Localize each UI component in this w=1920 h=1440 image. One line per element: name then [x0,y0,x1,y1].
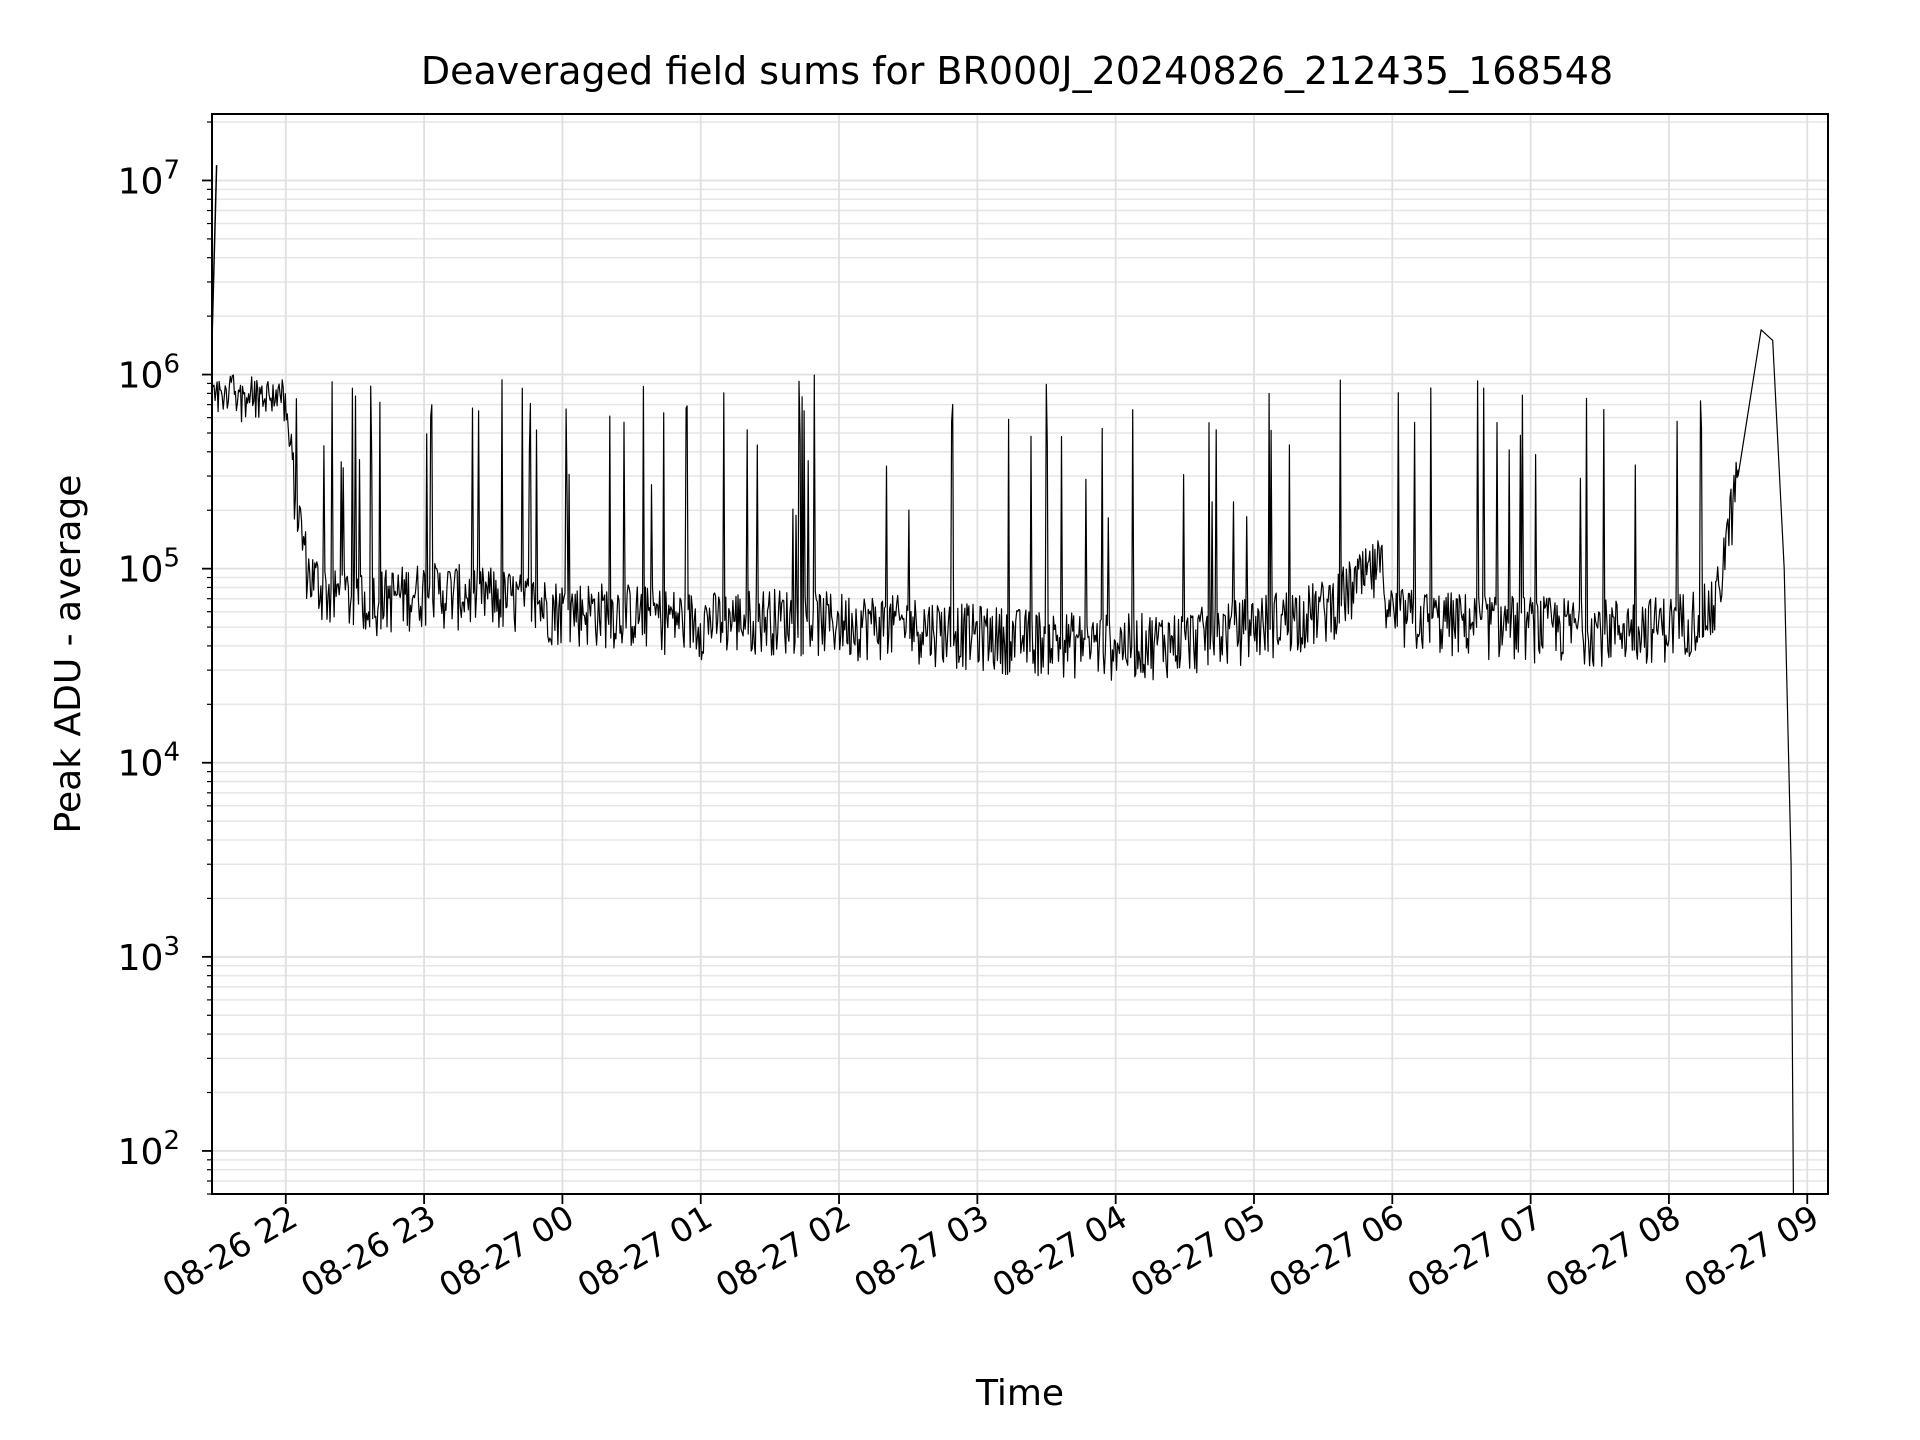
chart-title: Deaveraged field sums for BR000J_2024082… [421,49,1613,93]
x-axis-label: Time [975,1373,1064,1414]
y-tick-label: 105 [118,544,180,591]
y-tick-label: 103 [118,932,180,979]
y-tick-label: 104 [118,738,180,785]
y-axis-label: Peak ADU - average [48,475,89,834]
y-tick-label: 107 [118,155,180,202]
y-axis: 102 103 104 105 106 107 [118,121,212,1195]
y-tick-label: 102 [118,1126,180,1173]
plot-frame [211,113,1829,1195]
y-tick-label: 106 [118,350,180,397]
grid [212,114,1828,1195]
series-line [211,329,1794,1195]
